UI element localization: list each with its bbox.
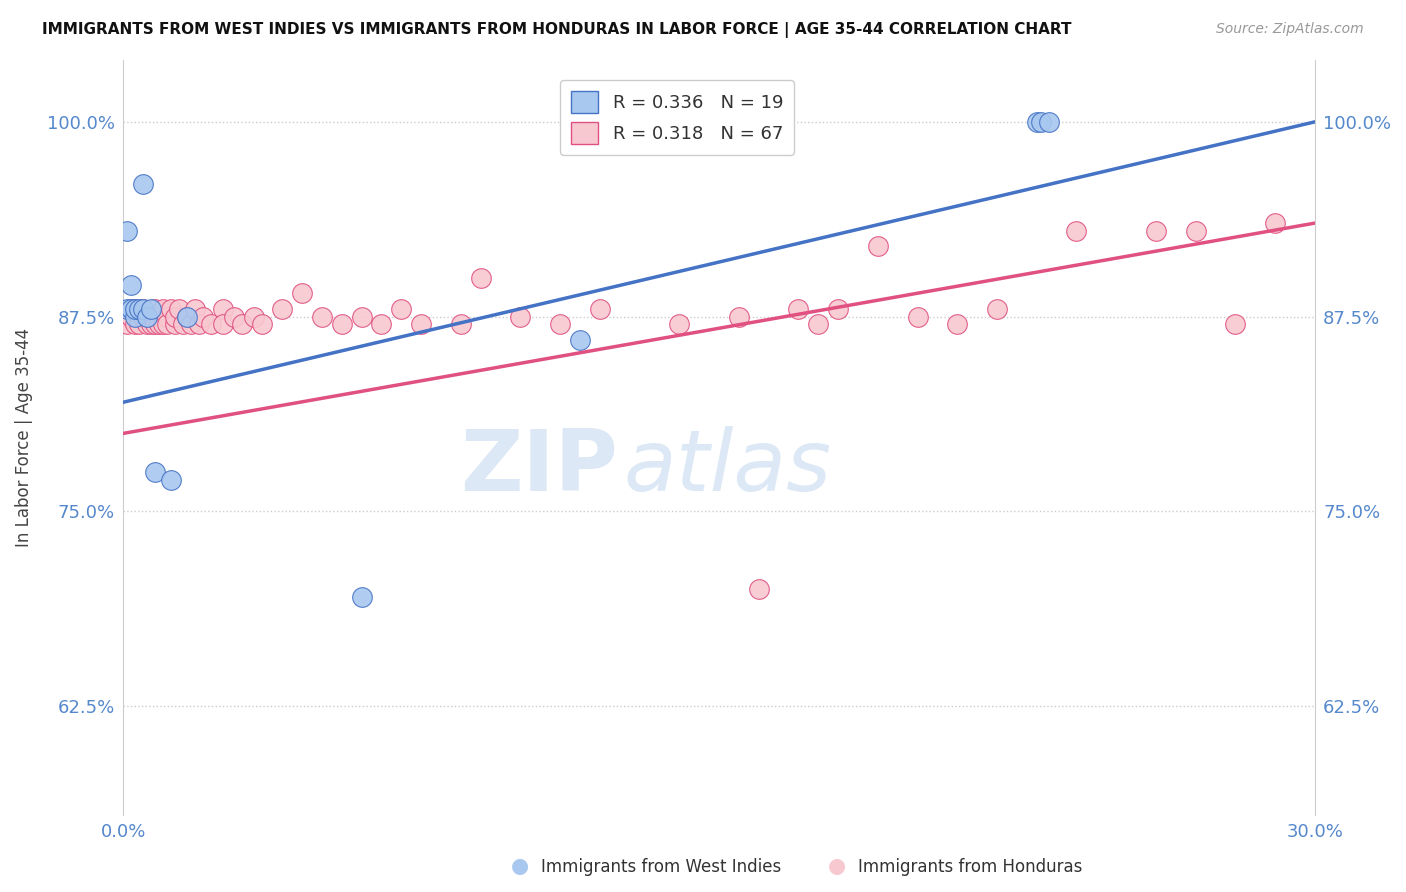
Point (1038, 115, 1060, 129)
Point (1184, 224, 1206, 238)
Point (152, 318, 174, 332)
Point (409, 318, 432, 332)
Point (120, 301, 142, 316)
Point (167, 301, 190, 316)
Text: ZIP: ZIP (460, 426, 617, 509)
Point (132, 301, 155, 316)
Point (172, 318, 194, 332)
Legend: R = 0.336   N = 19, R = 0.318   N = 67: R = 0.336 N = 19, R = 0.318 N = 67 (561, 80, 794, 154)
Point (176, 310, 198, 324)
Point (180, 318, 202, 332)
Point (136, 310, 159, 324)
Point (252, 318, 274, 332)
Point (128, 301, 150, 316)
Point (827, 301, 849, 316)
Point (200, 318, 222, 332)
Point (124, 301, 146, 316)
Point (668, 318, 690, 332)
Point (243, 310, 266, 324)
Point (143, 318, 166, 332)
Point (148, 318, 170, 332)
Text: ●: ● (828, 856, 845, 876)
Point (350, 590, 373, 604)
Point (124, 310, 146, 324)
Point (986, 301, 1008, 316)
Point (866, 239, 889, 253)
Point (132, 301, 155, 316)
Point (187, 318, 209, 332)
Point (120, 310, 142, 324)
Point (311, 310, 333, 324)
Point (509, 310, 531, 324)
Point (115, 310, 138, 324)
Point (231, 318, 253, 332)
Text: Immigrants from West Indies: Immigrants from West Indies (541, 858, 782, 876)
Point (727, 310, 749, 324)
Point (163, 310, 186, 324)
Text: ●: ● (512, 856, 529, 876)
Point (907, 310, 929, 324)
Point (128, 318, 150, 332)
Point (132, 178, 155, 192)
Point (211, 318, 233, 332)
Point (128, 310, 150, 324)
Point (136, 310, 159, 324)
Point (120, 301, 142, 316)
Point (1144, 224, 1167, 238)
Point (271, 301, 294, 316)
Point (115, 318, 138, 332)
Point (807, 318, 830, 332)
Point (589, 301, 612, 316)
Point (148, 310, 170, 324)
Point (156, 310, 179, 324)
Point (1029, 115, 1052, 129)
Y-axis label: In Labor Force | Age 35-44: In Labor Force | Age 35-44 (15, 327, 32, 547)
Point (143, 466, 166, 480)
Point (124, 318, 146, 332)
Point (389, 301, 412, 316)
Point (115, 224, 138, 238)
Point (191, 310, 214, 324)
Point (136, 318, 159, 332)
Point (1225, 318, 1247, 332)
Point (450, 318, 472, 332)
Point (115, 301, 138, 316)
Point (1025, 115, 1047, 129)
Point (120, 278, 142, 293)
Point (143, 301, 166, 316)
Point (350, 310, 373, 324)
Point (176, 310, 198, 324)
Point (160, 301, 183, 316)
Text: IMMIGRANTS FROM WEST INDIES VS IMMIGRANTS FROM HONDURAS IN LABOR FORCE | AGE 35-: IMMIGRANTS FROM WEST INDIES VS IMMIGRANT… (42, 22, 1071, 38)
Point (160, 473, 183, 487)
Point (1066, 224, 1088, 238)
Point (787, 301, 810, 316)
Point (132, 310, 155, 324)
Point (330, 318, 353, 332)
Text: Immigrants from Honduras: Immigrants from Honduras (858, 858, 1083, 876)
Point (946, 318, 969, 332)
Point (568, 333, 591, 347)
Point (1264, 216, 1286, 230)
Point (748, 582, 770, 596)
Point (139, 318, 162, 332)
Point (470, 270, 492, 285)
Point (124, 301, 146, 316)
Point (224, 310, 246, 324)
Point (139, 301, 162, 316)
Point (370, 318, 392, 332)
Point (139, 310, 162, 324)
Text: atlas: atlas (624, 426, 831, 509)
Point (211, 301, 233, 316)
Point (548, 318, 571, 332)
Point (152, 301, 174, 316)
Point (183, 301, 205, 316)
Point (156, 318, 179, 332)
Point (291, 286, 314, 301)
Point (163, 318, 186, 332)
Text: Source: ZipAtlas.com: Source: ZipAtlas.com (1216, 22, 1364, 37)
